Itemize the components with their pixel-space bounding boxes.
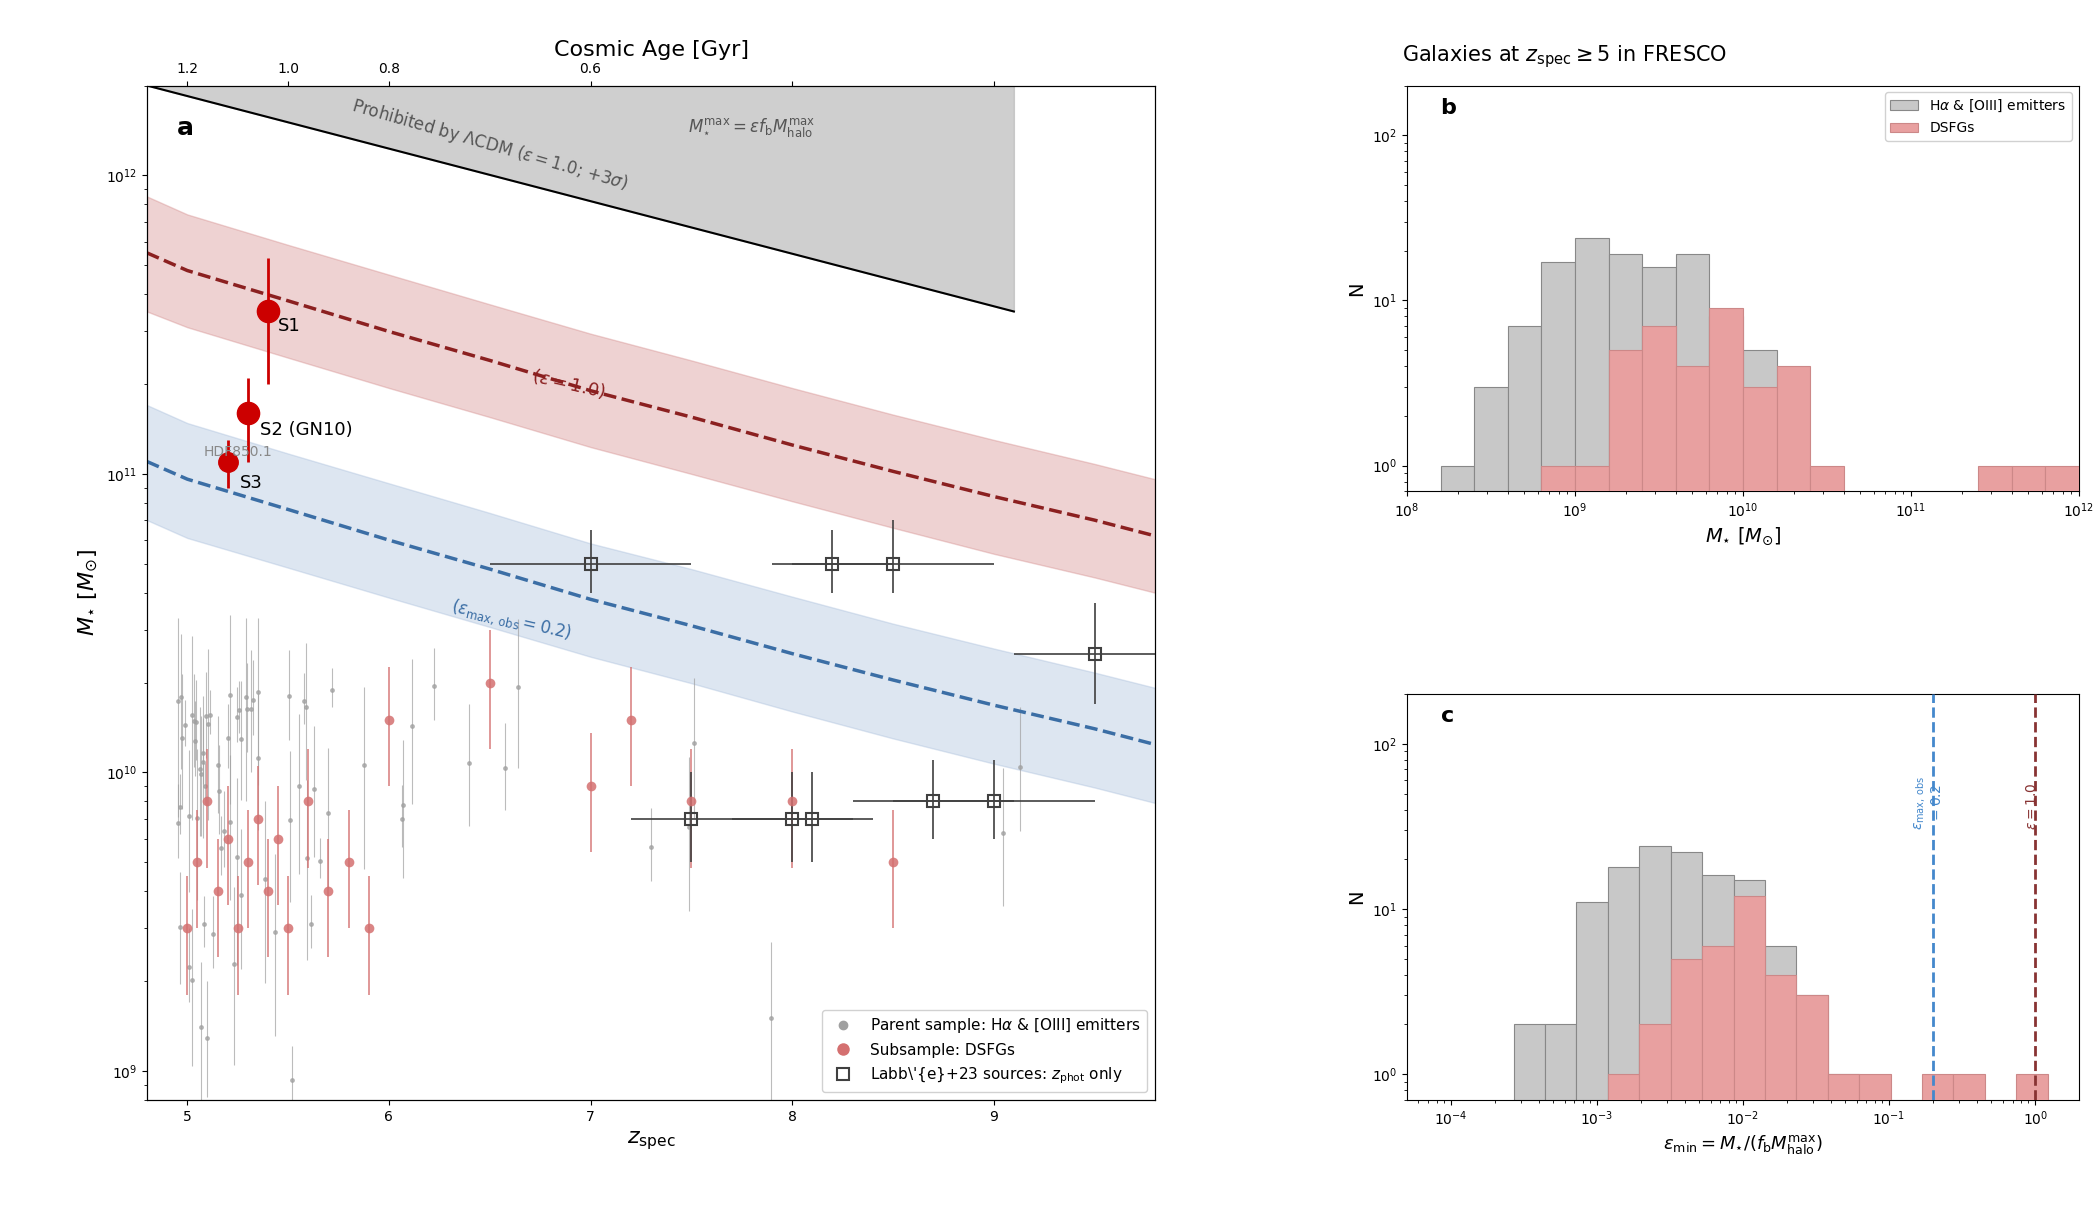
- Text: c: c: [1441, 706, 1453, 726]
- X-axis label: $\varepsilon_{\rm min} = M_{\star}/(f_{\rm b}M_{\rm halo}^{\rm max})$: $\varepsilon_{\rm min} = M_{\star}/(f_{\…: [1663, 1134, 1823, 1157]
- Bar: [1732, 896, 1764, 1222]
- Text: b: b: [1441, 98, 1457, 117]
- Y-axis label: N: N: [1348, 890, 1367, 904]
- Bar: [1541, 466, 1575, 1222]
- Legend: Parent sample: H$\alpha$ & [OIII] emitters, Subsample: DSFGs, Labb\'{e}+23 sourc: Parent sample: H$\alpha$ & [OIII] emitte…: [821, 1011, 1147, 1092]
- Bar: [1609, 254, 1642, 1222]
- Bar: [1810, 466, 1844, 1222]
- Bar: [1827, 1074, 1858, 1222]
- Text: S3: S3: [239, 474, 262, 491]
- Text: $(\varepsilon = 1.0)$: $(\varepsilon = 1.0)$: [529, 365, 607, 402]
- Text: Galaxies at $z_{\rm spec}\geq5$ in FRESCO: Galaxies at $z_{\rm spec}\geq5$ in FRESC…: [1403, 43, 1726, 70]
- Bar: [1508, 326, 1541, 1222]
- Bar: [1575, 237, 1609, 1222]
- Bar: [1575, 466, 1609, 1222]
- Bar: [1609, 866, 1640, 1222]
- Text: $(\varepsilon_{\rm max,\,obs} = 0.2)$: $(\varepsilon_{\rm max,\,obs} = 0.2)$: [449, 596, 573, 645]
- Bar: [1709, 316, 1743, 1222]
- Bar: [1474, 387, 1508, 1222]
- Text: S2 (GN10): S2 (GN10): [260, 422, 353, 439]
- Bar: [1642, 266, 1676, 1222]
- Text: HDF850.1: HDF850.1: [204, 445, 273, 458]
- Bar: [1777, 367, 1810, 1222]
- Bar: [1541, 263, 1575, 1222]
- Bar: [2012, 466, 2045, 1222]
- Bar: [1703, 946, 1732, 1222]
- Bar: [1777, 466, 1810, 1222]
- Bar: [1978, 466, 2012, 1222]
- Bar: [1676, 254, 1709, 1222]
- Text: $\varepsilon = 1.0$: $\varepsilon = 1.0$: [2024, 782, 2039, 830]
- Y-axis label: N: N: [1348, 281, 1367, 296]
- Legend: H$\alpha$ & [OIII] emitters, DSFGs: H$\alpha$ & [OIII] emitters, DSFGs: [1886, 93, 2073, 141]
- Bar: [1640, 846, 1672, 1222]
- Bar: [1672, 853, 1703, 1222]
- Bar: [1441, 466, 1474, 1222]
- Text: $\varepsilon_{\rm max,\,obs}$
$= 0.2$: $\varepsilon_{\rm max,\,obs}$ $= 0.2$: [1913, 776, 1945, 830]
- Bar: [1546, 1024, 1577, 1222]
- Bar: [1743, 387, 1777, 1222]
- Bar: [1577, 902, 1609, 1222]
- Bar: [2016, 1074, 2048, 1222]
- X-axis label: $z_{\rm spec}$: $z_{\rm spec}$: [626, 1129, 676, 1152]
- Bar: [1796, 996, 1827, 1222]
- Bar: [1609, 1074, 1640, 1222]
- Bar: [1732, 880, 1764, 1222]
- Bar: [1858, 1074, 1890, 1222]
- Bar: [1922, 1074, 1953, 1222]
- Bar: [1953, 1074, 1984, 1222]
- Bar: [1709, 308, 1743, 1222]
- Bar: [1640, 1024, 1672, 1222]
- Bar: [1672, 959, 1703, 1222]
- Text: Prohibited by $\Lambda$CDM ($\varepsilon = 1.0$; $+3\sigma$): Prohibited by $\Lambda$CDM ($\varepsilon…: [349, 95, 630, 196]
- Bar: [1764, 946, 1796, 1222]
- Bar: [1764, 975, 1796, 1222]
- Bar: [1609, 351, 1642, 1222]
- X-axis label: $M_{\star}$ [$M_{\odot}$]: $M_{\star}$ [$M_{\odot}$]: [1705, 525, 1781, 546]
- Bar: [2045, 466, 2079, 1222]
- Y-axis label: $M_{\star}$ [$M_{\odot}$]: $M_{\star}$ [$M_{\odot}$]: [78, 549, 101, 637]
- Text: $M_{\star}^{\rm max} = \varepsilon f_{\rm b} M_{\rm halo}^{\rm max}$: $M_{\star}^{\rm max} = \varepsilon f_{\r…: [689, 116, 815, 139]
- Bar: [1796, 996, 1827, 1222]
- Bar: [1676, 367, 1709, 1222]
- Bar: [1514, 1024, 1546, 1222]
- Text: a: a: [176, 116, 193, 141]
- Bar: [1743, 351, 1777, 1222]
- Text: S1: S1: [277, 318, 300, 336]
- Bar: [1703, 875, 1732, 1222]
- Bar: [1642, 326, 1676, 1222]
- Bar: [1827, 1074, 1858, 1222]
- X-axis label: Cosmic Age [Gyr]: Cosmic Age [Gyr]: [554, 40, 748, 60]
